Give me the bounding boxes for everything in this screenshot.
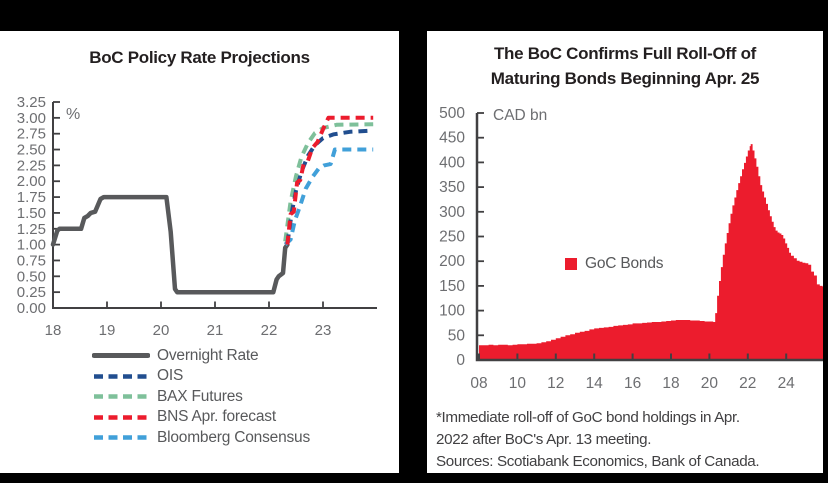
- y-tick-label: 1.00: [17, 237, 46, 254]
- x-tick-label: 12: [547, 375, 564, 392]
- x-tick-label: 20: [153, 322, 170, 339]
- goc-bonds-title-line1: The BoC Confirms Full Roll-Off of: [493, 44, 757, 63]
- y-tick-label: 0.75: [17, 252, 46, 269]
- y-tick-label: 2.50: [17, 142, 46, 159]
- y-tick-label: 1.75: [17, 189, 46, 206]
- legend-label: OIS: [157, 367, 184, 385]
- y-tick-label: 1.50: [17, 205, 46, 222]
- series-bns-apr-forecast: [285, 115, 374, 245]
- y-axis-unit-label: %: [66, 106, 80, 123]
- y-tick-label: 250: [439, 229, 465, 246]
- legend-label: Overnight Rate: [157, 346, 259, 364]
- y-tick-label: 2.25: [17, 157, 46, 174]
- legend-line-sample-icon: [94, 435, 148, 440]
- goc-bonds-area-series: [479, 144, 823, 360]
- legend-item: OIS: [92, 367, 310, 387]
- footnote-line-1: *Immediate roll-off of GoC bond holdings…: [436, 409, 740, 426]
- y-axis-unit-label: CAD bn: [493, 107, 547, 124]
- legend-item: BNS Apr. forecast: [92, 408, 310, 428]
- axes: [475, 113, 823, 362]
- legend-item: Overnight Rate: [92, 346, 310, 366]
- legend-line-sample-icon: [92, 353, 150, 359]
- center-black-divider: [399, 31, 427, 473]
- legend-label: BAX Futures: [157, 387, 243, 405]
- goc-bonds-legend-label: GoC Bonds: [585, 255, 664, 272]
- policy-rate-chart: 0.000.250.500.751.001.251.501.752.002.25…: [17, 94, 377, 339]
- goc-bonds-chart-title: The BoC Confirms Full Roll-Off of Maturi…: [453, 41, 797, 91]
- legend-label: BNS Apr. forecast: [157, 408, 276, 426]
- y-tick-label: 450: [439, 130, 465, 147]
- series-overnight-rate: [50, 194, 290, 295]
- series-ois: [285, 128, 374, 244]
- x-tick-label: 18: [45, 322, 62, 339]
- bottom-black-band: [0, 473, 828, 483]
- y-tick-label: 0.50: [17, 268, 46, 285]
- legend-line-sample-icon: [94, 394, 148, 399]
- legend-line-sample-icon: [94, 374, 148, 379]
- y-tick-label: 0.25: [17, 284, 46, 301]
- goc-bonds-chart: 0 50 100 150 200 250 300 350 400 450 500 08 10 12 14 16…: [439, 105, 823, 392]
- goc-bonds-title-line2: Maturing Bonds Beginning Apr. 25: [490, 69, 760, 88]
- footnote-line-3: Sources: Scotiabank Economics, Bank of C…: [436, 453, 760, 470]
- policy-rate-legend: Overnight Rate OIS BAX Futures BNS Apr. for…: [92, 346, 310, 448]
- right-black-band: [823, 31, 828, 473]
- x-tick-label: 10: [509, 375, 527, 392]
- chart-footnote: *Immediate roll-off of GoC bond holdings…: [436, 407, 760, 473]
- y-tick-label: 2.75: [17, 126, 46, 143]
- series-bloomberg-consensus: [283, 147, 374, 247]
- x-tick-label: 18: [662, 375, 679, 392]
- goc-bonds-legend-swatch-icon: [565, 258, 577, 270]
- legend-item: Bloomberg Consensus: [92, 428, 310, 448]
- y-tick-label: 200: [439, 253, 465, 270]
- axes: [52, 102, 377, 309]
- x-tick-label: 14: [586, 375, 604, 392]
- x-tick-label: 20: [701, 375, 719, 392]
- policy-rate-chart-title: BoC Policy Rate Projections: [89, 48, 310, 67]
- x-tick-label: 21: [207, 322, 224, 339]
- goc-bonds-chart-panel: The BoC Confirms Full Roll-Off of Maturi…: [427, 31, 823, 473]
- y-tick-label: 3.00: [17, 110, 46, 127]
- y-tick-label: 0.00: [17, 300, 46, 317]
- legend-item: BAX Futures: [92, 387, 310, 407]
- goc-bonds-legend: GoC Bonds: [565, 255, 664, 273]
- y-tick-label: 400: [439, 154, 465, 171]
- y-tick-label: 0: [456, 352, 465, 369]
- policy-rate-chart-panel: BoC Policy Rate Projections 0.00 0.25 0.50…: [0, 31, 399, 473]
- y-tick-label: 350: [439, 179, 465, 196]
- top-black-band: [0, 0, 828, 31]
- y-tick-label: 150: [439, 278, 465, 295]
- y-tick-label: 3.25: [17, 94, 46, 111]
- x-tick-label: 22: [739, 375, 756, 392]
- x-tick-label: 08: [470, 375, 487, 392]
- y-tick-label: 100: [439, 303, 465, 320]
- legend-line-sample-icon: [94, 415, 148, 420]
- series-bax-futures: [283, 122, 374, 242]
- y-tick-label: 300: [439, 204, 465, 221]
- y-tick-label: 1.25: [17, 221, 46, 238]
- x-tick-label: 19: [99, 322, 116, 339]
- y-tick-label: 50: [448, 327, 466, 344]
- x-tick-label: 16: [624, 375, 641, 392]
- footnote-line-2: 2022 after BoC's Apr. 13 meeting.: [436, 431, 652, 448]
- legend-label: Bloomberg Consensus: [157, 428, 311, 446]
- y-tick-label: 2.00: [17, 173, 46, 190]
- x-tick-label: 22: [261, 322, 278, 339]
- y-tick-label: 500: [439, 105, 465, 122]
- x-tick-label: 23: [315, 322, 332, 339]
- x-tick-label: 24: [778, 375, 796, 392]
